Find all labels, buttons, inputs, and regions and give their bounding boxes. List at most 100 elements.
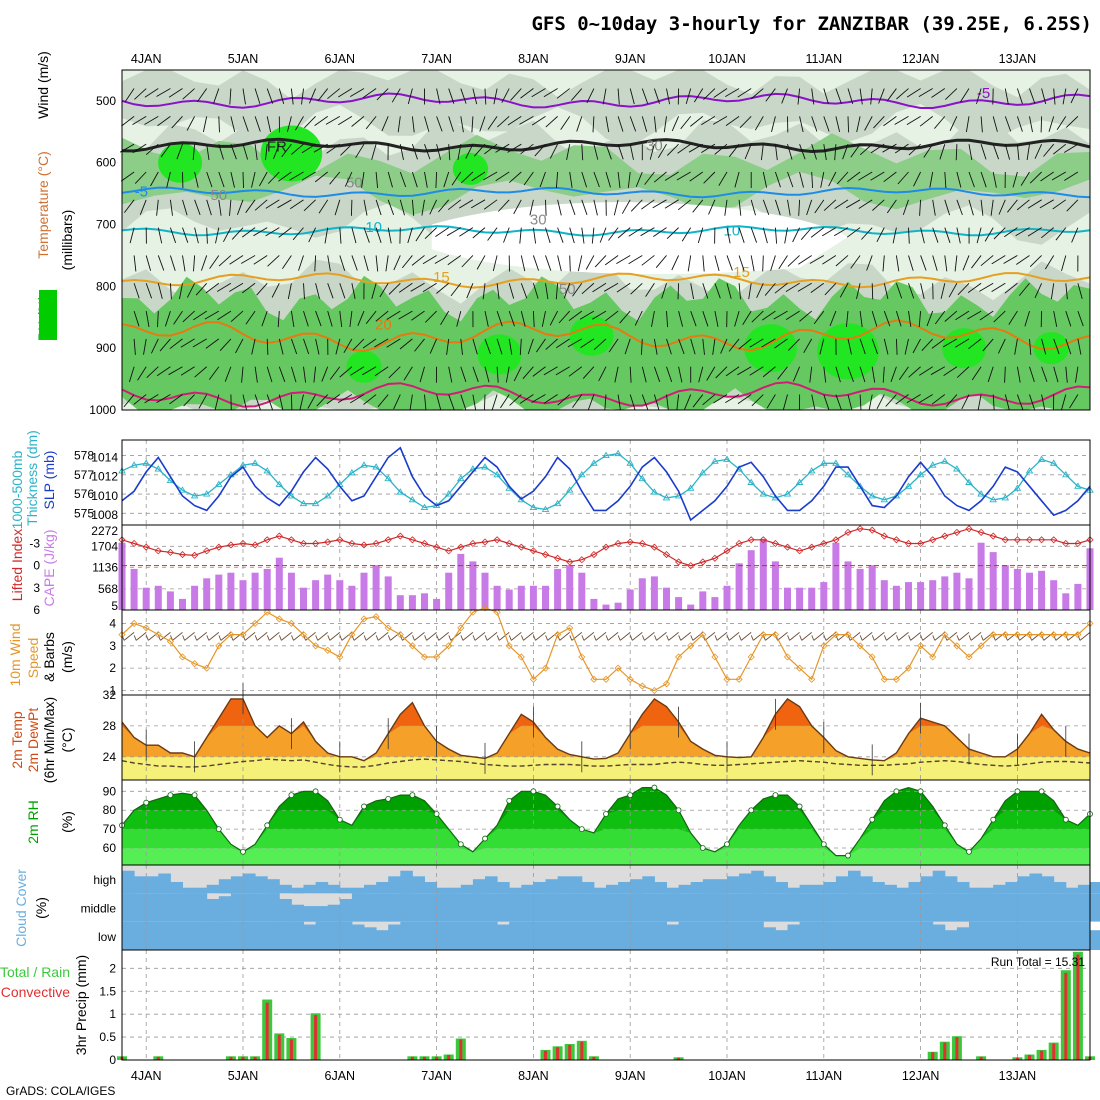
cloud-bar bbox=[255, 921, 268, 950]
wind-barb bbox=[581, 144, 584, 161]
wind-barb bbox=[1041, 366, 1048, 382]
wind-barb bbox=[1027, 199, 1042, 209]
panel-label: (millibars) bbox=[59, 210, 75, 271]
thickness-marker bbox=[360, 461, 368, 468]
wind-barb bbox=[278, 171, 292, 182]
wind-barb bbox=[375, 310, 389, 322]
wind-barb bbox=[374, 366, 389, 377]
cloud-bar bbox=[678, 921, 692, 950]
rh-marker bbox=[506, 797, 513, 804]
cloud-bar bbox=[751, 870, 764, 894]
cloud-bar bbox=[908, 893, 922, 922]
wind-barb bbox=[749, 338, 764, 348]
precip-tick-label: 1 bbox=[109, 1007, 116, 1021]
wind-barb bbox=[850, 255, 861, 269]
wind-barb bbox=[301, 171, 316, 181]
wind-barb bbox=[961, 394, 970, 410]
wind-barb bbox=[1065, 338, 1072, 355]
cape-bar bbox=[917, 582, 925, 610]
cloud-bar bbox=[194, 887, 208, 894]
cloud-bar bbox=[884, 921, 897, 950]
wind-barb bbox=[303, 635, 307, 641]
wind-barb bbox=[628, 227, 643, 237]
cloud-bar bbox=[376, 882, 389, 894]
wind-barb bbox=[193, 255, 196, 272]
bottom-date-label: 13JAN bbox=[999, 1069, 1037, 1083]
thickness-marker bbox=[553, 499, 562, 507]
precip-convective-bar bbox=[1028, 1055, 1031, 1060]
wind-barb bbox=[308, 88, 317, 104]
wind-barb bbox=[774, 171, 781, 188]
precip-convective-bar bbox=[1076, 954, 1080, 1060]
wind-barb bbox=[150, 338, 159, 354]
wind-barb bbox=[447, 255, 462, 266]
cloud-bar bbox=[823, 921, 837, 950]
wind-barb bbox=[436, 635, 440, 641]
cloud-bar bbox=[956, 882, 970, 894]
wind-barb bbox=[738, 227, 745, 243]
wind-barb bbox=[424, 227, 437, 240]
li-marker bbox=[239, 539, 247, 548]
precip-convective-bar bbox=[229, 1056, 233, 1060]
wind-barb bbox=[635, 171, 643, 187]
wind-barb bbox=[156, 394, 171, 403]
thickness-marker bbox=[251, 459, 259, 466]
precip-convective-bar bbox=[943, 1042, 947, 1060]
wind-barb bbox=[593, 338, 607, 351]
wind-barb bbox=[823, 394, 830, 410]
li-marker bbox=[917, 539, 925, 548]
wind-barb bbox=[208, 632, 220, 641]
wind-barb bbox=[315, 635, 319, 641]
wind-barb bbox=[545, 116, 558, 128]
wind-barb bbox=[329, 171, 341, 185]
wind-barb bbox=[714, 283, 721, 299]
cloud-bar bbox=[1090, 893, 1100, 922]
wind-barb bbox=[809, 366, 813, 383]
wind-barb bbox=[363, 227, 370, 243]
wind-barb bbox=[634, 310, 643, 326]
wind-barb bbox=[616, 255, 631, 264]
cape-bar bbox=[832, 542, 840, 610]
li-marker bbox=[759, 536, 767, 544]
wind-barb bbox=[186, 116, 195, 131]
wind-barb bbox=[749, 366, 764, 376]
wind-barb bbox=[676, 394, 680, 411]
slp-tick-label: 1008 bbox=[91, 508, 118, 522]
wind-barb bbox=[436, 144, 442, 160]
cloud-bar bbox=[134, 921, 147, 950]
wind-barb bbox=[944, 227, 951, 243]
wind-barb bbox=[169, 227, 177, 243]
precip-convective-bar bbox=[1040, 1050, 1044, 1060]
cape-bar bbox=[529, 585, 537, 610]
wind-barb bbox=[971, 366, 982, 381]
wind-barb bbox=[505, 366, 510, 383]
wind-barb bbox=[446, 338, 450, 355]
wind-barb bbox=[671, 116, 680, 132]
thickness-marker bbox=[989, 495, 997, 503]
wind-speed-marker bbox=[614, 664, 622, 672]
cloud-bar bbox=[182, 921, 196, 950]
cloud-bar bbox=[956, 893, 970, 922]
wind-barb bbox=[194, 635, 198, 641]
wind-barb bbox=[641, 394, 649, 410]
cloud-bar bbox=[557, 876, 571, 894]
wind-barb bbox=[486, 632, 498, 641]
wind-barb bbox=[414, 632, 425, 641]
wind-barb bbox=[291, 635, 294, 641]
wind-barb bbox=[823, 366, 827, 383]
wind-barb bbox=[520, 255, 526, 272]
wind-barb bbox=[949, 116, 958, 131]
wind-barb bbox=[295, 116, 304, 131]
wind-barb bbox=[1053, 338, 1060, 355]
thickness-marker bbox=[820, 459, 828, 466]
cloud-bar bbox=[485, 921, 498, 950]
wind-barb bbox=[778, 255, 788, 270]
li-marker bbox=[747, 536, 755, 544]
wind-barb bbox=[508, 338, 513, 355]
wind-barb bbox=[923, 143, 934, 158]
wind-barb bbox=[387, 635, 391, 641]
wind-barb bbox=[447, 199, 462, 211]
wind-barb bbox=[351, 635, 355, 641]
cloud-bar bbox=[460, 893, 474, 922]
cloud-bar bbox=[170, 893, 183, 922]
